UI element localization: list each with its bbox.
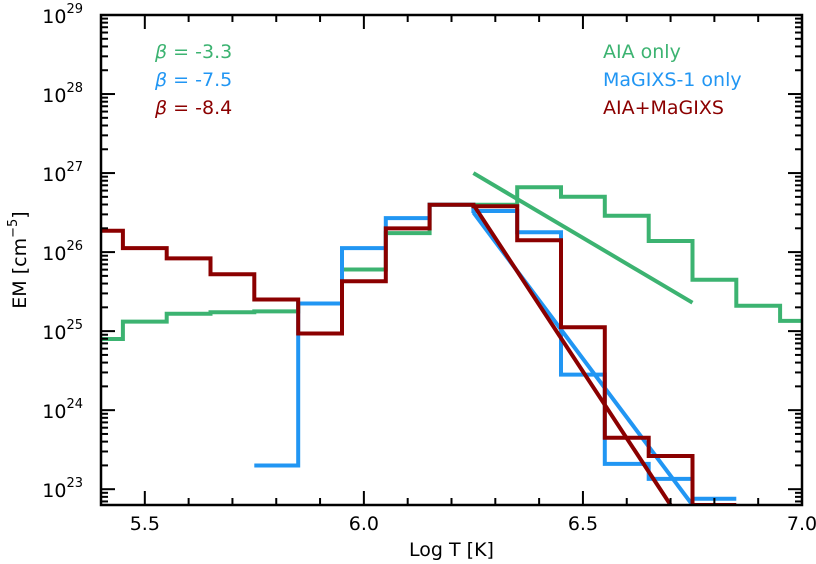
y-axis-label: EM [cm−5]: [6, 211, 31, 308]
y-tick-label: 1027: [42, 160, 83, 186]
labels-layer: 5.5 6.0 6.5 7.0 1023 1024 1025 1026 1027 1028 1029…: [6, 2, 816, 561]
y-tick-label: 1028: [42, 81, 83, 107]
series-aia-only-step: [101, 185, 802, 341]
y-tick-label: 1023: [42, 476, 83, 502]
series-aia-only-fit-line: [472, 171, 694, 305]
y-tick-label: 1029: [42, 2, 83, 28]
x-tick-label: 5.5: [130, 513, 160, 535]
x-tick-label: 7.0: [787, 513, 816, 535]
legend-entry: AIA only: [603, 41, 681, 63]
x-axis-label: Log T [K]: [409, 539, 494, 561]
beta-annotation: β = -8.4: [154, 97, 232, 119]
series-aia-magixs-fit-line: [471, 203, 673, 505]
x-tick-label: 6.0: [349, 513, 379, 535]
y-tick-label: 1026: [42, 239, 83, 265]
axes-layer: [99, 13, 804, 507]
y-tick-label: 1024: [42, 397, 83, 423]
legend-entry: AIA+MaGIXS: [603, 97, 724, 119]
y-tick-label: 1025: [42, 318, 83, 344]
x-tick-label: 6.5: [568, 513, 598, 535]
legend-entry: MaGIXS-1 only: [603, 69, 742, 91]
beta-annotation: β = -7.5: [154, 69, 232, 91]
series-aia-magixs-step: [101, 202, 737, 505]
series-layer: [101, 171, 802, 505]
beta-annotation: β = -3.3: [154, 41, 232, 63]
